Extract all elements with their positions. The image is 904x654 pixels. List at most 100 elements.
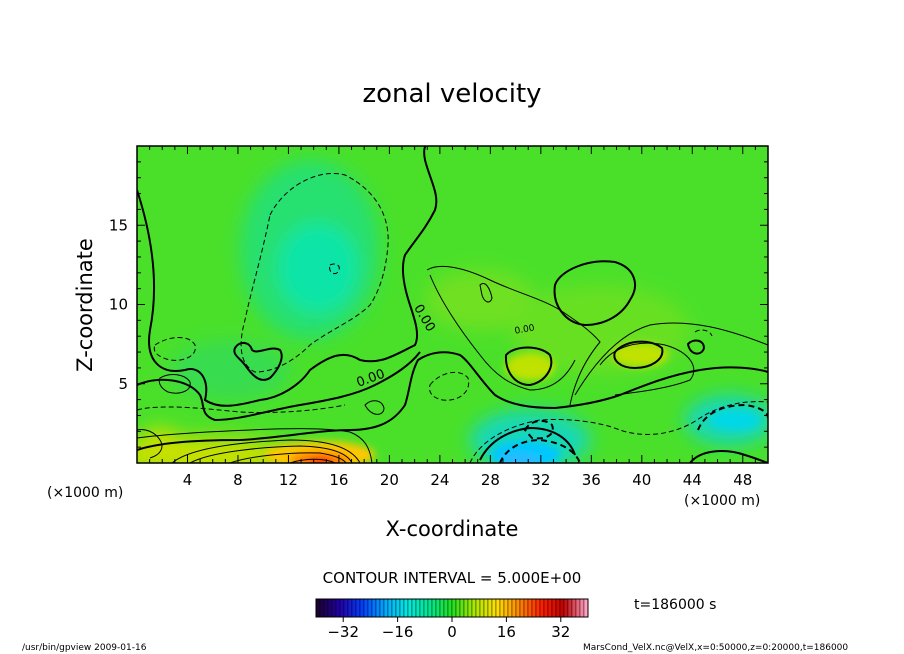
colorbar-cell	[363, 598, 369, 618]
colorbar-cell	[423, 598, 429, 618]
colorbar-tick-label: −16	[382, 623, 414, 641]
colorbar-cell	[367, 598, 373, 618]
colorbar-cell	[435, 598, 441, 618]
colorbar-cell	[347, 598, 353, 618]
colorbar-cell	[523, 598, 529, 618]
colorbar-cell	[339, 598, 345, 618]
colorbar-cell	[547, 598, 553, 618]
colorbar-cell	[395, 598, 401, 618]
z-tick-label: 5	[118, 375, 128, 393]
x-tick-label: 16	[329, 471, 348, 489]
colorbar-cell	[371, 598, 377, 618]
colorbar	[315, 598, 589, 618]
x-tick-label: 44	[683, 471, 702, 489]
zero-contour	[137, 351, 768, 451]
x-tick-label: 4	[183, 471, 193, 489]
colorbar-cell	[507, 598, 513, 618]
z-tick-label: 10	[109, 296, 128, 314]
colorbar-cell	[503, 598, 509, 618]
colorbar-cell	[539, 598, 545, 618]
time-label: t=186000 s	[634, 597, 716, 613]
x-tick-label: 20	[380, 471, 399, 489]
zero-contour	[137, 146, 438, 407]
colorbar-cell	[575, 598, 581, 618]
colorbar-cell	[463, 598, 469, 618]
x-tick-label: 28	[481, 471, 500, 489]
zero-contour	[689, 450, 768, 463]
colorbar-cell	[563, 598, 569, 618]
colorbar-cell	[379, 598, 385, 618]
colorbar-cell	[515, 598, 521, 618]
colorbar-tick-label: −32	[327, 623, 359, 641]
colorbar-cell	[399, 598, 405, 618]
zero-contour	[233, 342, 283, 381]
colorbar-cell	[419, 598, 425, 618]
colorbar-cell	[559, 598, 565, 618]
colorbar-cell	[527, 598, 533, 618]
colorbar-cell	[427, 598, 433, 618]
zero-contour	[504, 346, 553, 387]
colorbar-cell	[583, 598, 589, 618]
colorbar-cell	[475, 598, 481, 618]
colorbar-cell	[511, 598, 517, 618]
colorbar-cell	[543, 598, 549, 618]
footer-right: MarsCond_VelX.nc@VelX,x=0:50000,z=0:2000…	[583, 643, 848, 653]
colorbar-cell	[343, 598, 349, 618]
z-axis: 5 10 15	[109, 161, 768, 448]
zero-contour	[686, 339, 706, 355]
zero-contour	[553, 260, 636, 327]
colorbar-cell	[355, 598, 361, 618]
colorbar-cell	[495, 598, 501, 618]
colorbar-cell	[479, 598, 485, 618]
z-axis-title: Z-coordinate	[73, 238, 97, 372]
colorbar-cell	[555, 598, 561, 618]
colorbar-axis: −32 −16 0 16 32	[327, 617, 570, 641]
colorbar-cell	[411, 598, 417, 618]
zero-contour	[479, 426, 576, 461]
x-tick-label: 8	[233, 471, 243, 489]
x-tick-label: 40	[632, 471, 651, 489]
colorbar-tick-label: 32	[551, 623, 570, 641]
colorbar-cell	[455, 598, 461, 618]
footer-left: /usr/bin/gpview 2009-01-16	[22, 643, 147, 653]
colorbar-cell	[383, 598, 389, 618]
colorbar-cell	[471, 598, 477, 618]
colorbar-cell	[499, 598, 505, 618]
colorbar-cell	[487, 598, 493, 618]
contour-interval: CONTOUR INTERVAL = 5.000E+00	[323, 569, 582, 587]
colorbar-cell	[531, 598, 537, 618]
colorbar-cell	[403, 598, 409, 618]
colorbar-cell	[579, 598, 585, 618]
colorbar-cell	[459, 598, 465, 618]
colorbar-tick-label: 0	[447, 623, 457, 641]
colorbar-cell	[407, 598, 413, 618]
colorbar-cell	[323, 598, 329, 618]
colorbar-cell	[483, 598, 489, 618]
color-field	[137, 146, 768, 463]
colorbar-cell	[359, 598, 365, 618]
x-tick-label: 24	[430, 471, 449, 489]
zero-contour	[613, 340, 664, 370]
colorbar-cell	[387, 598, 393, 618]
colorbar-cell	[391, 598, 397, 618]
colorbar-cell	[567, 598, 573, 618]
colorbar-cell	[535, 598, 541, 618]
colorbar-cell	[467, 598, 473, 618]
colorbar-cell	[351, 598, 357, 618]
colorbar-cell	[375, 598, 381, 618]
colorbar-tick-label: 16	[497, 623, 516, 641]
x-tick-label: 48	[733, 471, 752, 489]
chart-title: zonal velocity	[362, 79, 541, 109]
contour-lines	[137, 146, 768, 463]
x-tick-label: 36	[582, 471, 601, 489]
colorbar-cell	[451, 598, 457, 618]
colorbar-cell	[319, 598, 325, 618]
colorbar-cell	[571, 598, 577, 618]
colorbar-cell	[491, 598, 497, 618]
z-tick-label: 15	[109, 216, 128, 234]
zero-contour	[137, 351, 421, 422]
x-tick-label: 32	[531, 471, 550, 489]
x-unit-label-right: (×1000 m)	[684, 493, 760, 509]
colorbar-cell	[443, 598, 449, 618]
